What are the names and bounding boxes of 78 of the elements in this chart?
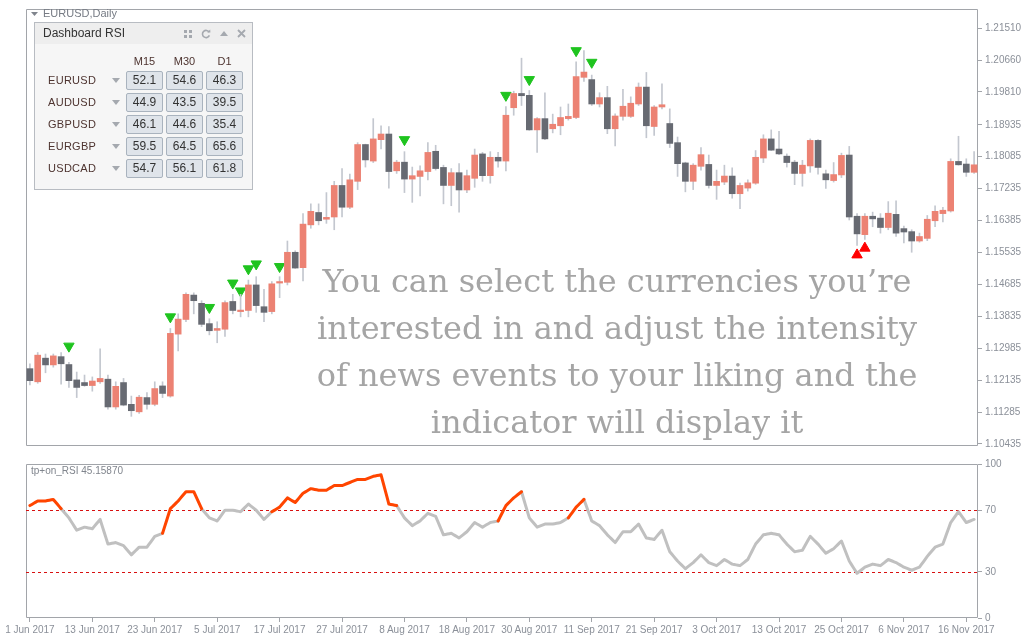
data-label: 43.5: [166, 93, 203, 112]
data-label: 44.9: [126, 93, 163, 112]
x-tick-label: M30: [172, 55, 197, 68]
x-tick-label: 17 Jul 2017: [253, 623, 306, 635]
point: [570, 47, 582, 58]
data-label: 65.6: [206, 137, 243, 156]
y-tick-label: 1.14685: [985, 278, 1022, 290]
candlestick: [57, 352, 65, 385]
y-tick-label: 70: [985, 503, 997, 515]
y-tick-label: 1.15535: [985, 246, 1022, 258]
x-tick-label: 27 Jul 2017: [316, 623, 369, 635]
y-tick-label: 30: [985, 565, 997, 577]
y-tick-label: 1.18085: [985, 150, 1022, 162]
y-tick-label: 1.17235: [985, 182, 1022, 194]
point: [242, 265, 255, 276]
x-tick-label: 5 Jul 2017: [194, 623, 241, 635]
point: [398, 136, 411, 147]
candlestick: [658, 83, 666, 110]
x-tick-label: 21 Sep 2017: [625, 623, 683, 635]
data-label: 61.8: [206, 159, 243, 178]
x-tick-label: 6 Nov 2017: [878, 623, 930, 635]
data-label: 52.1: [126, 71, 163, 90]
point: [273, 263, 286, 274]
y-tick-label: 0: [985, 611, 991, 623]
y-tick-label: AUDUSD: [48, 96, 98, 109]
data-label: 54.7: [126, 159, 163, 178]
data-label: 64.5: [166, 137, 203, 156]
x-tick-label: 3 Oct 2017: [692, 623, 742, 635]
y-tick-label: 1.19810: [985, 85, 1022, 97]
data-label: 35.4: [206, 115, 243, 134]
x-tick-label: 8 Aug 2017: [379, 623, 431, 635]
x-tick-label: M15: [132, 55, 157, 68]
data-label: 39.5: [206, 93, 243, 112]
y-tick-label: 1.13835: [985, 310, 1022, 322]
data-label: 46.3: [206, 71, 243, 90]
point: [164, 313, 177, 324]
y-tick-label: 100: [985, 457, 1003, 469]
x-tick-label: 13 Oct 2017: [751, 623, 807, 635]
data-label: 56.1: [166, 159, 203, 178]
y-tick-label: GBPUSD: [48, 118, 98, 131]
x-tick-label: 1 Jun 2017: [5, 623, 56, 635]
annotation: You can select the currencies you’re interested in and adjust the intensity of news events to your liking and the indicator will display it: [315, 261, 919, 443]
chart-title: EURUSD,Daily: [43, 7, 117, 20]
x-tick-label: D1: [216, 55, 233, 68]
y-tick-label: 1.21510: [985, 21, 1022, 33]
point: [586, 58, 598, 69]
x-tick-label: 23 Jun 2017: [127, 623, 183, 635]
x-tick-label: 18 Aug 2017: [438, 623, 496, 635]
y-tick-label: 1.10435: [985, 437, 1022, 449]
chart-title: tp+on_RSI 45.15870: [31, 465, 124, 477]
data-label: 46.1: [126, 115, 163, 134]
point: [250, 260, 262, 271]
point: [63, 342, 75, 353]
x-tick-label: 11 Sep 2017: [563, 623, 621, 635]
x-tick-label: 25 Oct 2017: [814, 623, 870, 635]
x-tick-label: 16 Nov 2017: [937, 623, 996, 635]
point: [203, 303, 216, 314]
point: [500, 91, 512, 102]
candlestick: [260, 289, 268, 323]
y-tick-label: 1.11285: [985, 405, 1021, 417]
y-tick-label: 1.18935: [985, 118, 1022, 130]
data-label: 54.6: [166, 71, 203, 90]
y-tick-label: 1.12985: [985, 341, 1022, 353]
x-tick-label: 30 Aug 2017: [501, 623, 558, 635]
y-tick-label: USDCAD: [48, 162, 98, 175]
y-tick-label: 1.16385: [985, 214, 1022, 226]
y-tick-label: EURUSD: [48, 74, 98, 87]
point: [234, 287, 247, 298]
candlestick: [580, 50, 588, 82]
y-tick-label: EURGBP: [48, 140, 98, 153]
y-tick-label: 1.20660: [985, 53, 1022, 65]
data-label: 44.6: [166, 115, 203, 134]
x-tick-label: 13 Jun 2017: [64, 623, 121, 635]
annotation: Dashboard RSI: [43, 26, 126, 40]
y-tick-label: 1.12135: [985, 373, 1022, 385]
data-label: 59.5: [126, 137, 163, 156]
point: [227, 279, 239, 290]
point: [523, 76, 536, 87]
